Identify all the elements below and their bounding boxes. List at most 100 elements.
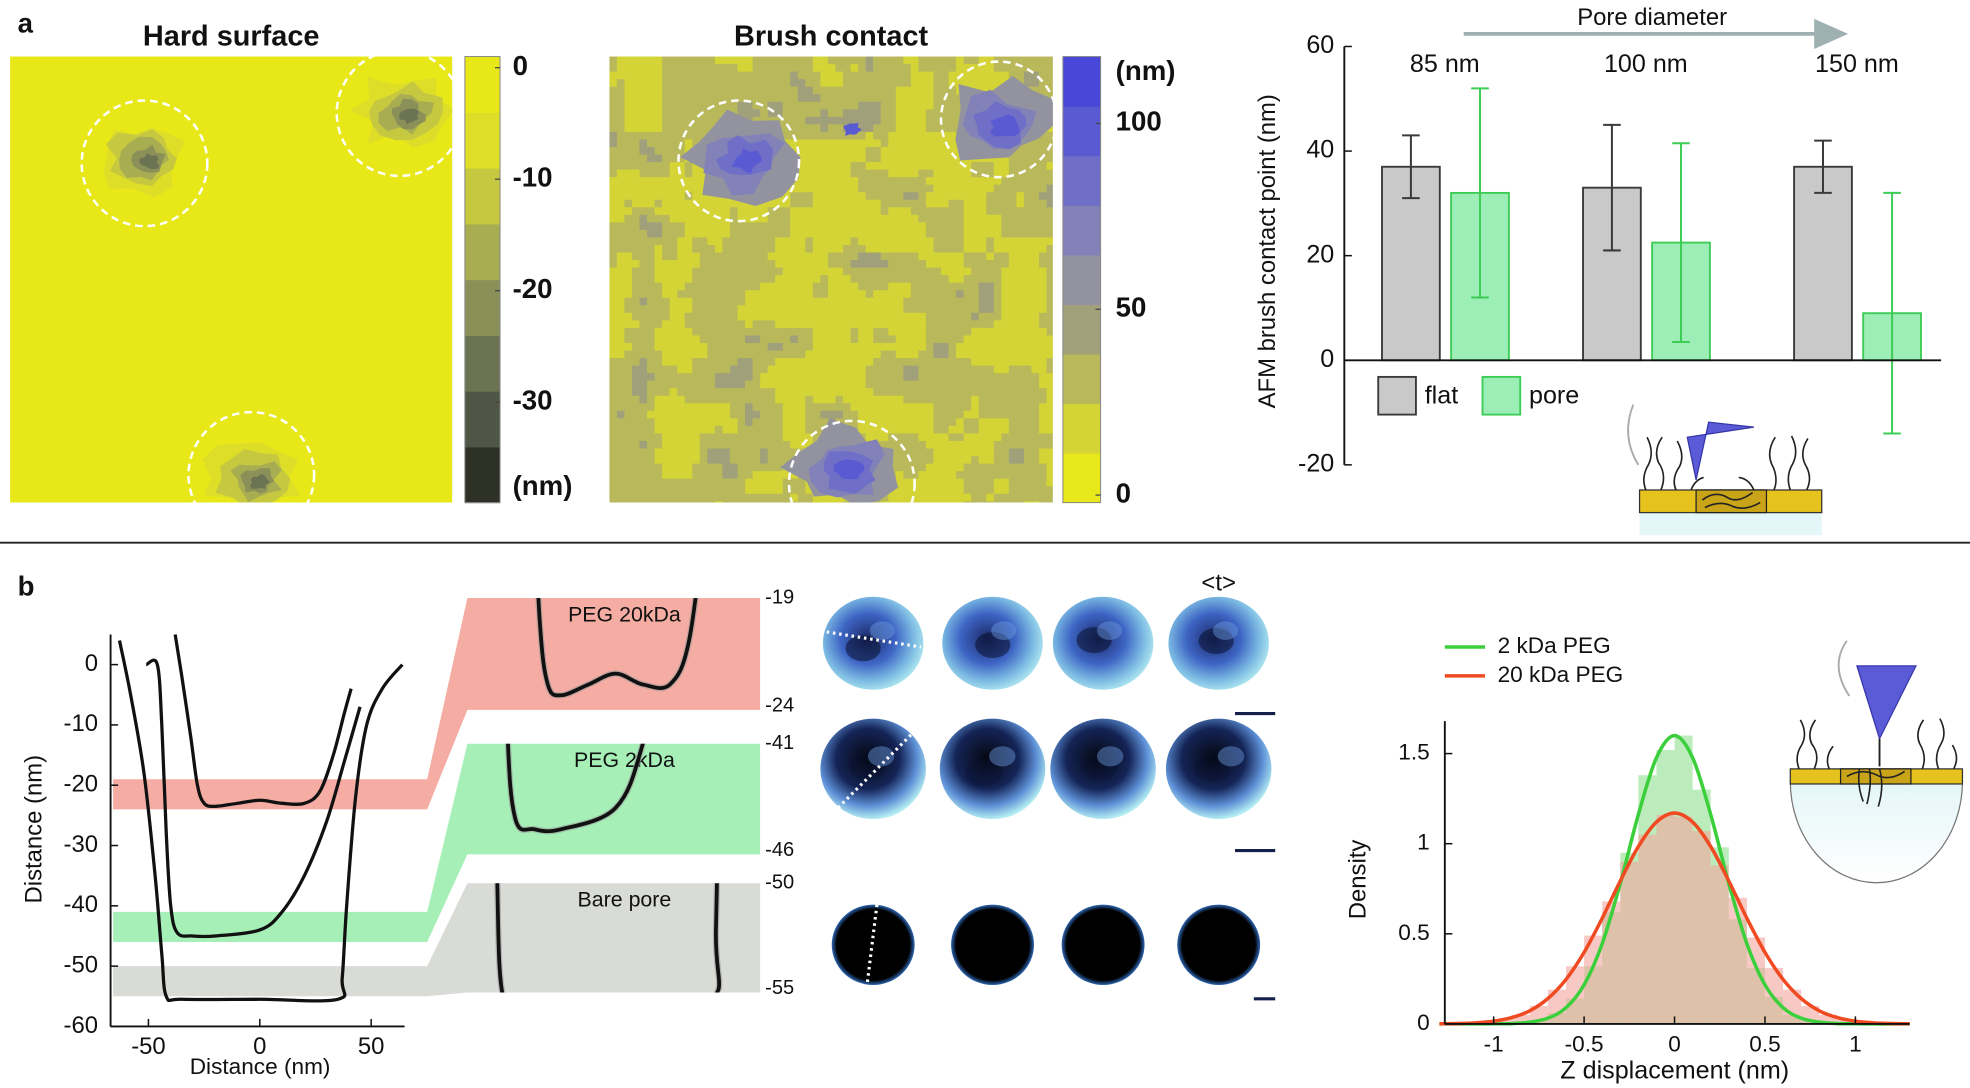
map-cell [616, 139, 641, 148]
map-cell [978, 395, 1048, 404]
map-cell [993, 493, 1053, 502]
map-cell [843, 410, 859, 419]
zoom-tick-label: -46 [765, 839, 794, 861]
map-cell [752, 320, 776, 329]
map-cell [609, 199, 626, 208]
map-cell [918, 471, 957, 480]
map-cell [639, 358, 648, 367]
map-image [609, 56, 1053, 503]
map-cell [880, 116, 897, 126]
map-cell [609, 373, 633, 382]
map-cell [662, 124, 746, 133]
map-cell [722, 471, 739, 480]
map-cell [790, 493, 799, 502]
map-cell [707, 456, 731, 465]
pore-image-shade [1198, 627, 1234, 654]
map-cell [850, 237, 859, 246]
map-cell [827, 252, 859, 261]
map-cell [963, 237, 987, 246]
map-cell [963, 275, 1002, 284]
map-cell [858, 282, 889, 291]
map-cell [1039, 192, 1053, 201]
map-cell [1008, 169, 1053, 178]
map-cell [820, 71, 844, 80]
zoom-tick-label: -19 [765, 586, 794, 608]
map-cell [760, 335, 791, 344]
map-cell [880, 207, 889, 216]
colorbar-segment [1062, 452, 1101, 504]
y-axis-label: Density [1345, 840, 1372, 920]
map-cell [903, 192, 920, 201]
map-cell [873, 124, 897, 133]
map-cell [925, 109, 965, 118]
map-cell [1023, 79, 1040, 88]
histogram-bar [1493, 1019, 1512, 1024]
map-cell [654, 456, 701, 465]
map-cell [609, 425, 656, 435]
map-cell [782, 418, 806, 427]
map-cell [775, 260, 829, 269]
map-cell [775, 244, 806, 254]
time-average-label: <t> [1201, 570, 1236, 597]
map-cell [925, 116, 965, 126]
map-cell [684, 222, 731, 231]
map-cell [858, 237, 935, 246]
map-cell [1046, 275, 1053, 284]
map-cell [782, 169, 852, 178]
colorbar-segment [1062, 205, 1101, 256]
map-cell [971, 403, 980, 412]
map-cell [609, 403, 656, 412]
map-title: Hard surface [143, 20, 320, 52]
map-cell [609, 290, 633, 299]
map-cell [767, 365, 867, 374]
map-cell [880, 139, 889, 148]
map-cell [865, 56, 874, 65]
map-cell [1046, 162, 1053, 171]
map-cell [609, 56, 618, 65]
map-cell [880, 199, 927, 208]
map-cell [910, 290, 957, 299]
map-cell [797, 86, 814, 95]
x-axis-label: Z displacement (nm) [1560, 1056, 1789, 1084]
map-cell [647, 395, 656, 404]
map-cell [639, 260, 656, 269]
zoom-tick-label: -41 [765, 732, 794, 754]
map-cell [609, 237, 678, 246]
map-cell [782, 342, 814, 352]
highlight-circle [187, 410, 316, 503]
map-cell [850, 169, 889, 178]
map-cell [745, 380, 761, 389]
map-cell [609, 154, 648, 163]
map-cell [1046, 388, 1053, 397]
map-cell [639, 214, 648, 224]
map-cell [971, 493, 987, 502]
map-cell [1046, 244, 1053, 254]
height-blob [833, 459, 865, 480]
map-cell [865, 146, 882, 156]
map-cell [631, 380, 648, 389]
map-cell [654, 199, 663, 208]
map-cell [993, 456, 1010, 465]
map-cell [873, 290, 912, 299]
map-cell [609, 418, 656, 427]
map-cell [933, 184, 995, 193]
map-cell [925, 312, 972, 321]
map-cell [812, 192, 867, 201]
height-blob [990, 114, 1020, 137]
map-cell [692, 297, 746, 306]
y-tick-label: 0 [1417, 1010, 1430, 1035]
map-cell [729, 410, 746, 419]
map-cell [714, 244, 724, 254]
map-cell [948, 433, 965, 442]
map-cell [925, 177, 1002, 186]
map-cell [760, 410, 784, 419]
map-cell [843, 79, 912, 88]
map-cell [692, 365, 731, 374]
map-cell [888, 169, 920, 178]
map-cell [782, 162, 852, 171]
map-cell [654, 146, 686, 156]
map-cell [873, 335, 897, 344]
map-cell [880, 350, 897, 359]
map-cell [933, 169, 972, 178]
map-cell [1046, 290, 1053, 299]
